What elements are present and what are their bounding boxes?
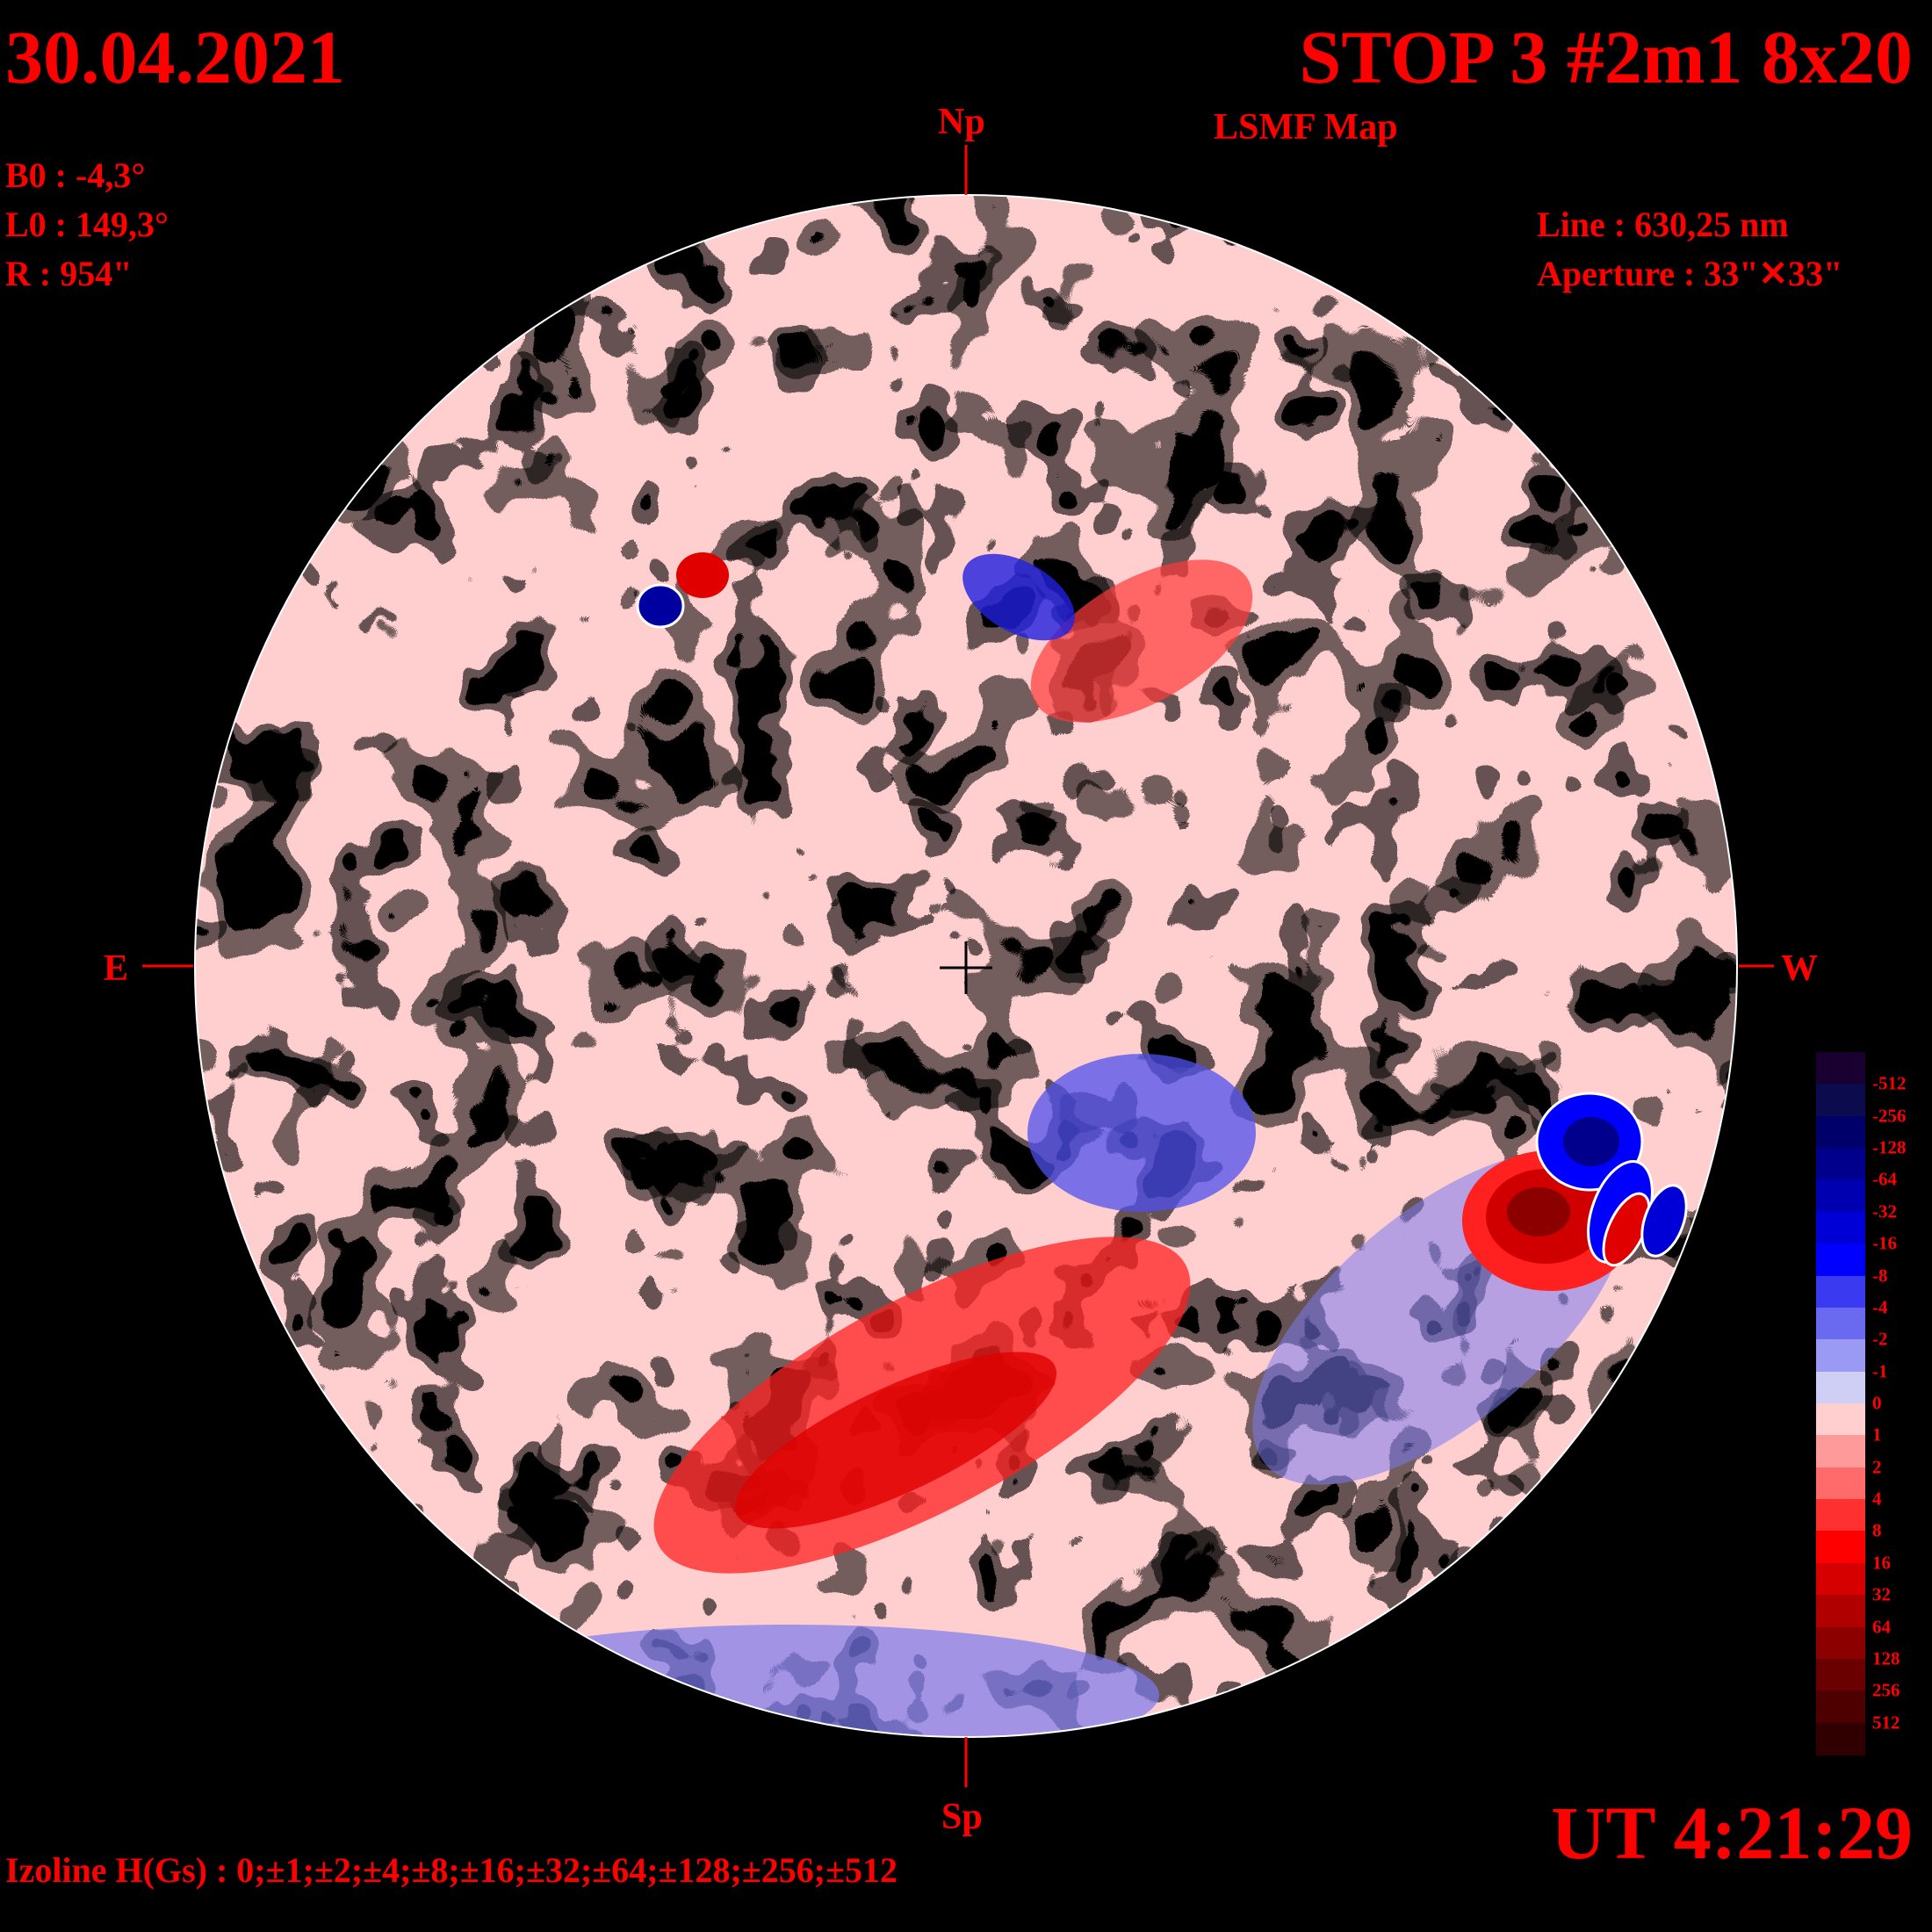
- scale-label: 2: [1872, 1456, 1882, 1478]
- spectral-line: Line : 630,25 nm: [1537, 205, 1789, 244]
- map-subtitle: LSMF Map: [1214, 107, 1398, 148]
- active-region-west: [1462, 1092, 1688, 1291]
- scale-cell: [1816, 1403, 1865, 1436]
- east-label: E: [104, 948, 129, 989]
- scale-cell: [1816, 1339, 1865, 1373]
- scale-cell: [1816, 1435, 1865, 1468]
- scale-label: -64: [1872, 1168, 1897, 1190]
- scale-label: -4: [1872, 1296, 1888, 1318]
- scale-cell: [1816, 1084, 1865, 1117]
- scale-label: -256: [1872, 1105, 1907, 1127]
- scale-label: 128: [1872, 1647, 1900, 1669]
- param-l0: L0 : 149,3°: [5, 205, 169, 244]
- scale-label: -8: [1872, 1265, 1888, 1287]
- aperture-size: Aperture : 33"✕33": [1537, 254, 1843, 293]
- scale-cell: [1816, 1722, 1865, 1755]
- scale-label: 8: [1872, 1519, 1882, 1541]
- scale-label: -1: [1872, 1360, 1888, 1382]
- scale-label: -512: [1872, 1072, 1907, 1094]
- scale-cell: [1816, 1179, 1865, 1213]
- scale-label: 512: [1872, 1712, 1900, 1734]
- scale-cell: [1816, 1626, 1865, 1660]
- scale-cell: [1816, 1211, 1865, 1244]
- observation-date: 30.04.2021: [5, 15, 345, 99]
- pore-northeast: [636, 583, 685, 629]
- izoline-levels: Izoline H(Gs) : 0;±1;±2;±4;±8;±16;±32;±6…: [5, 1850, 898, 1890]
- scale-label: 1: [1872, 1424, 1882, 1445]
- scale-cell: [1816, 1499, 1865, 1532]
- scale-label: 4: [1872, 1488, 1882, 1510]
- scale-cell: [1816, 1244, 1865, 1277]
- scale-label: -32: [1872, 1200, 1897, 1222]
- scale-cell: [1816, 1658, 1865, 1691]
- scale-cell: [1816, 1052, 1865, 1085]
- scale-label: -16: [1872, 1232, 1897, 1254]
- scale-cell: [1816, 1275, 1865, 1308]
- param-b0: B0 : -4,3°: [5, 155, 146, 195]
- scale-label: 0: [1872, 1392, 1882, 1414]
- scale-cell: [1816, 1595, 1865, 1628]
- north-pole-label: Np: [938, 102, 985, 142]
- scale-cell: [1816, 1371, 1865, 1404]
- south-pole-label: Sp: [941, 1797, 983, 1837]
- scale-label: -2: [1872, 1328, 1888, 1350]
- scale-label: -128: [1872, 1136, 1907, 1158]
- scale-cell: [1816, 1115, 1865, 1149]
- color-scale-bar: [1816, 1052, 1865, 1755]
- universal-time: UT 4:21:29: [1551, 1791, 1913, 1875]
- scale-label: 32: [1872, 1583, 1891, 1605]
- scale-cell: [1816, 1562, 1865, 1596]
- center-crosshair-icon: [940, 941, 992, 994]
- scale-label: 16: [1872, 1552, 1891, 1574]
- scale-label: 64: [1872, 1616, 1891, 1638]
- west-label: W: [1781, 948, 1818, 989]
- scale-cell: [1816, 1467, 1865, 1500]
- scale-cell: [1816, 1690, 1865, 1724]
- scale-cell: [1816, 1148, 1865, 1181]
- scale-cell: [1816, 1307, 1865, 1340]
- map-title: STOP 3 #2m1 8x20: [1299, 15, 1913, 99]
- scale-cell: [1816, 1531, 1865, 1564]
- param-radius: R : 954": [5, 254, 133, 293]
- scale-label: 256: [1872, 1679, 1900, 1701]
